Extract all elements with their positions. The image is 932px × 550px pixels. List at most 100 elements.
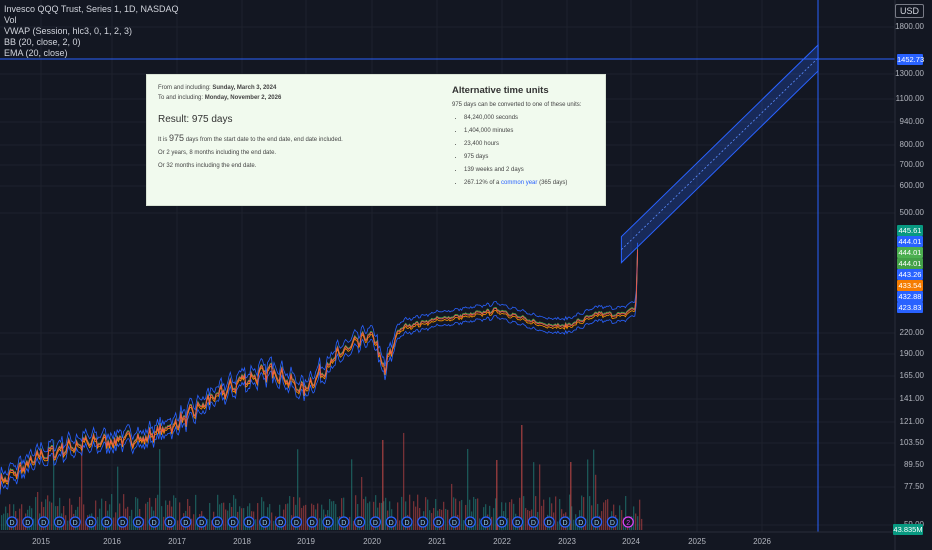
volume-bar — [37, 491, 39, 530]
volume-bar — [557, 521, 559, 530]
price-scale-label: 141.00 — [899, 394, 924, 403]
volume-bar — [5, 506, 7, 530]
volume-bar — [633, 506, 635, 530]
volume-bar — [63, 506, 65, 530]
dividend-marker — [322, 516, 334, 528]
currency-button[interactable]: USD — [894, 4, 924, 18]
volume-bar — [521, 425, 523, 530]
volume-bar — [273, 520, 275, 530]
unit-item: 1,404,000 minutes — [464, 128, 602, 134]
legend-bb[interactable]: BB (20, close, 2, 0) — [4, 37, 81, 47]
dividend-marker-label: D — [436, 520, 441, 527]
dividend-marker — [622, 516, 634, 528]
volume-bar — [435, 499, 437, 530]
volume-bar — [509, 502, 511, 530]
dividend-marker-label: D — [562, 520, 567, 527]
volume-bar — [527, 509, 529, 530]
volume-bar — [269, 504, 271, 530]
dividend-marker — [527, 516, 540, 528]
legend-volume[interactable]: Vol — [4, 15, 17, 25]
dividend-marker-label: D — [88, 520, 93, 527]
alt-units-list: 84,240,000 seconds 1,404,000 minutes 23,… — [452, 115, 602, 186]
dividend-marker-label: D — [73, 520, 78, 527]
to-label: To and including: — [158, 95, 204, 101]
volume-bar — [477, 498, 479, 530]
price-scale-label: 940.00 — [899, 117, 924, 126]
volume-bar — [337, 517, 339, 530]
volume-bar — [115, 512, 117, 530]
legend-vwap[interactable]: VWAP (Session, hlc3, 0, 1, 2, 3) — [4, 26, 133, 36]
volume-bar — [549, 497, 551, 530]
dividend-marker-label: D — [294, 520, 299, 527]
unit-item: 267.12% of a common year (365 days) — [464, 180, 602, 186]
time-scale-label: 2024 — [622, 537, 640, 546]
volume-bar — [51, 502, 53, 530]
unit-item: 23,400 hours — [464, 141, 602, 147]
dividend-marker — [543, 516, 555, 528]
result-number: 975 — [169, 133, 185, 143]
volume-bar — [223, 502, 225, 530]
volume-bar — [1, 515, 3, 530]
volume-bar — [445, 508, 447, 530]
volume-bar — [431, 513, 433, 530]
volume-bar — [467, 448, 469, 530]
dividend-marker — [69, 516, 81, 528]
volume-bar — [285, 504, 287, 530]
volume-bar — [353, 521, 355, 530]
volume-bar — [133, 521, 135, 530]
dividend-marker — [369, 516, 381, 528]
volume-bar — [469, 499, 471, 530]
volume-bar — [165, 500, 167, 530]
volume-bar — [303, 505, 305, 530]
volume-bar — [65, 515, 67, 530]
event-markers: D D D D D D D D D D D D D D D D D D D D D D D D D D D D D D D D D D D D D D D 2 — [6, 516, 634, 528]
volume-bar — [287, 503, 289, 530]
volume-bar — [385, 497, 387, 530]
volume-bar — [621, 510, 623, 530]
volume-bar — [105, 501, 107, 530]
price-scale-label: 500.00 — [899, 208, 924, 217]
volume-bar — [137, 498, 139, 530]
legend-ema[interactable]: EMA (20, close) — [4, 48, 68, 58]
volume-bar — [415, 506, 417, 530]
time-scale-label: 2017 — [168, 537, 186, 546]
dividend-marker — [606, 516, 619, 528]
volume-bar — [525, 508, 527, 530]
volume-bar — [17, 518, 19, 530]
volume-bar — [81, 446, 83, 530]
volume-bar — [513, 503, 515, 530]
dividend-marker-label: 2 — [626, 520, 630, 527]
volume-bar — [225, 509, 227, 530]
dividend-marker — [559, 516, 571, 528]
result-line-years: Or 2 years, 8 months including the end d… — [158, 150, 277, 156]
price-tag: 423.83 — [897, 302, 923, 313]
volume-bar — [593, 449, 595, 530]
volume-bar — [399, 520, 401, 530]
volume-bar — [511, 499, 513, 530]
volume-bar — [605, 500, 607, 530]
dividend-marker — [401, 516, 413, 528]
volume-bar — [581, 495, 583, 530]
volume-bar — [69, 498, 71, 530]
percent-post: (365 days) — [539, 180, 568, 186]
volume-bar — [239, 506, 241, 530]
volume-bar — [147, 501, 149, 530]
legend-symbol-title[interactable]: Invesco QQQ Trust, Series 1, 1D, NASDAQ — [4, 4, 179, 14]
volume-bar — [541, 505, 543, 530]
volume-bar — [329, 499, 331, 530]
dividend-marker-label: D — [310, 520, 315, 527]
common-year-link[interactable]: common year — [501, 180, 538, 186]
volume-bar — [473, 496, 475, 530]
volume-bar — [83, 504, 85, 530]
volume-bar — [382, 440, 384, 530]
to-date-line: To and including: Monday, November 2, 20… — [158, 95, 418, 101]
volume-bar — [155, 498, 157, 530]
alt-units-title: Alternative time units — [452, 85, 549, 96]
volume-bar — [637, 516, 639, 530]
volume-bar — [221, 503, 223, 530]
bb-lower-line — [0, 256, 638, 495]
volume-bar — [331, 501, 333, 530]
volume-bar — [79, 496, 81, 530]
price-tag: 43.835M — [893, 524, 923, 535]
volume-bar — [289, 496, 291, 530]
